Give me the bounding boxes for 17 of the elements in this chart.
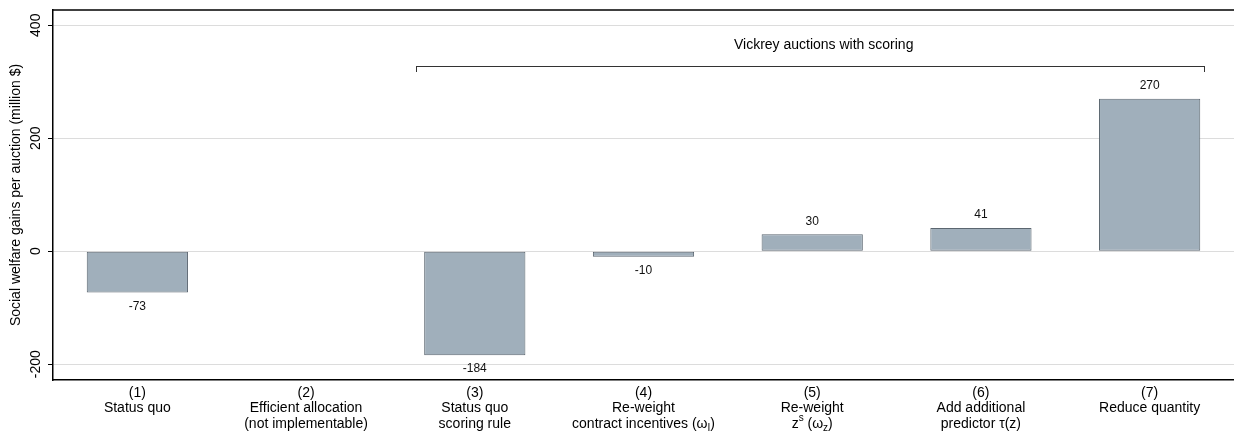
x-tick-label: (2) Efficient allocation (not implementable) [244,383,368,431]
data-label: 41 [974,207,988,222]
y-axis-title: Social welfare gains per auction (million $) [7,63,24,327]
x-tick-label: (7) Reduce quantity [1099,383,1201,416]
data-label: -184 [462,361,488,376]
x-tick-label: (3) Status quo scoring rule [438,383,512,431]
annotation: Vickrey auctions with scoring [733,35,914,52]
y-tick-label: 400 [26,13,43,37]
x-tick-label: (1) Status quo [103,383,172,416]
y-tick-label: 200 [26,126,43,150]
data-label: 270 [1139,78,1160,92]
data-label: -73 [128,298,147,313]
y-tick-label: -200 [26,349,43,379]
data-label: -10 [634,263,653,278]
y-tick-label: 0 [26,247,43,256]
data-label: 30 [805,213,820,228]
x-tick-label: (6) Add additional predictor τ(z) [936,383,1026,431]
